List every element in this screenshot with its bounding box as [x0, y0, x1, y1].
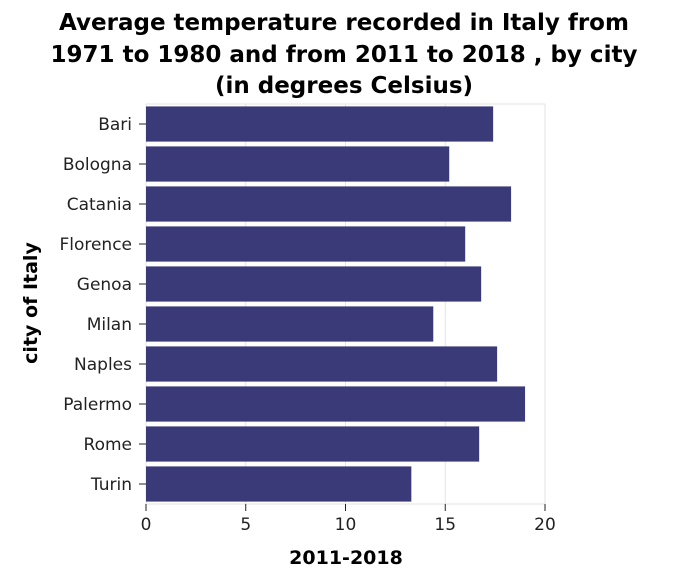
bar-catania	[146, 186, 512, 222]
y-tick-label-naples: Naples	[74, 355, 132, 375]
chart-title: Average temperature recorded in Italy fr…	[51, 10, 638, 99]
y-tick-label-catania: Catania	[67, 195, 132, 215]
bar-palermo	[146, 386, 526, 422]
x-axis-label: 2011-2018	[289, 547, 403, 569]
y-tick-label-turin: Turin	[90, 475, 132, 495]
x-axis: 0 5 10 15 20	[141, 504, 556, 535]
chart-title-line-3: (in degrees Celsius)	[215, 73, 473, 99]
bar-rome	[146, 426, 480, 462]
bar-genoa	[146, 266, 482, 302]
y-tick-label-milan: Milan	[87, 315, 132, 335]
y-tick-label-bologna: Bologna	[63, 155, 132, 175]
y-axis: Bari Bologna Catania Florence Genoa Milan Napl…	[59, 115, 146, 495]
y-axis-label: city of Italy	[20, 242, 42, 364]
bar-milan	[146, 306, 434, 342]
bar-turin	[146, 466, 412, 502]
x-tick-label-0: 0	[141, 515, 152, 535]
chart-title-line-1: Average temperature recorded in Italy fr…	[59, 10, 629, 36]
bar-florence	[146, 226, 466, 262]
bar-bologna	[146, 146, 450, 182]
bar-naples	[146, 346, 498, 382]
y-tick-label-palermo: Palermo	[63, 395, 132, 415]
chart-title-line-2: 1971 to 1980 and from 2011 to 2018 , by …	[51, 42, 638, 68]
x-tick-label-2: 10	[335, 515, 357, 535]
bar-bari	[146, 106, 494, 142]
x-tick-label-4: 20	[534, 515, 556, 535]
y-tick-label-florence: Florence	[59, 235, 132, 255]
bars	[146, 106, 526, 502]
x-tick-label-1: 5	[240, 515, 251, 535]
x-tick-label-3: 15	[434, 515, 456, 535]
y-tick-label-rome: Rome	[84, 435, 132, 455]
y-tick-label-bari: Bari	[98, 115, 132, 135]
y-tick-label-genoa: Genoa	[77, 275, 132, 295]
